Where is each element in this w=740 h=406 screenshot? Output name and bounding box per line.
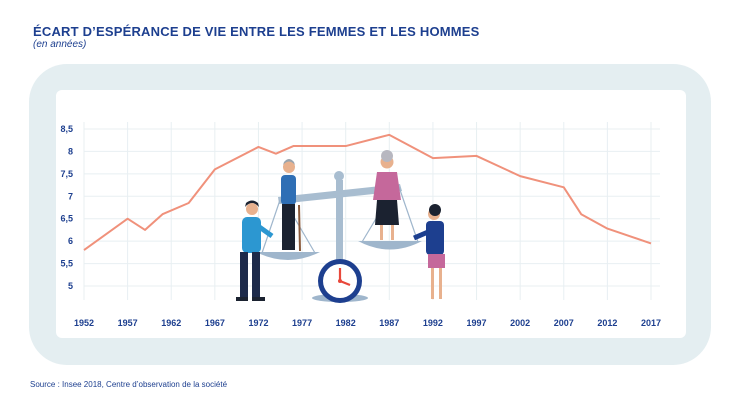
source-note: Source : Insee 2018, Centre d’observatio… (30, 380, 228, 389)
y-tick-label: 6,5 (60, 214, 73, 224)
left-string-a (261, 199, 281, 254)
y-tick-label: 6 (68, 236, 73, 246)
y-tick-label: 8 (68, 146, 73, 156)
scale-beam (278, 184, 402, 204)
x-tick-label: 1987 (379, 318, 399, 328)
y-tick-label: 7,5 (60, 169, 73, 179)
x-axis-ticks: 1952 1957 1962 1967 1972 1977 1982 1987 1992 1997… (74, 318, 661, 328)
scale-pillar (336, 180, 343, 295)
series-line (83, 133, 652, 251)
old-man-figure (281, 159, 301, 252)
young-man-figure (236, 200, 274, 301)
scale-knob (334, 171, 344, 181)
x-tick-label: 1977 (292, 318, 312, 328)
clock-icon (318, 259, 362, 303)
y-tick-label: 8,5 (60, 124, 73, 134)
x-tick-label: 1967 (205, 318, 225, 328)
y-tick-label: 5,5 (60, 259, 73, 269)
right-string-b (398, 186, 419, 243)
x-tick-label: 1982 (336, 318, 356, 328)
x-tick-label: 1997 (467, 318, 487, 328)
y-tick-label: 7 (68, 191, 73, 201)
x-tick-label: 2012 (597, 318, 617, 328)
x-tick-label: 1957 (118, 318, 138, 328)
old-woman-figure (373, 150, 401, 240)
chart-title: ÉCART D’ESPÉRANCE DE VIE ENTRE LES FEMME… (33, 24, 480, 39)
x-tick-label: 1962 (161, 318, 181, 328)
x-tick-label: 2002 (510, 318, 530, 328)
x-tick-label: 2017 (641, 318, 661, 328)
x-tick-label: 2007 (554, 318, 574, 328)
scale-illustration (256, 171, 422, 302)
chart-subtitle: (en années) (33, 39, 87, 50)
left-pan (256, 252, 320, 260)
x-tick-label: 1972 (248, 318, 268, 328)
y-axis-ticks: 5 5,5 6 6,5 7 7,5 8 8,5 (60, 124, 73, 291)
young-woman-figure (413, 204, 445, 299)
x-tick-label: 1952 (74, 318, 94, 328)
x-tick-label: 1992 (423, 318, 443, 328)
right-pan (358, 241, 422, 250)
y-tick-label: 5 (68, 281, 73, 291)
